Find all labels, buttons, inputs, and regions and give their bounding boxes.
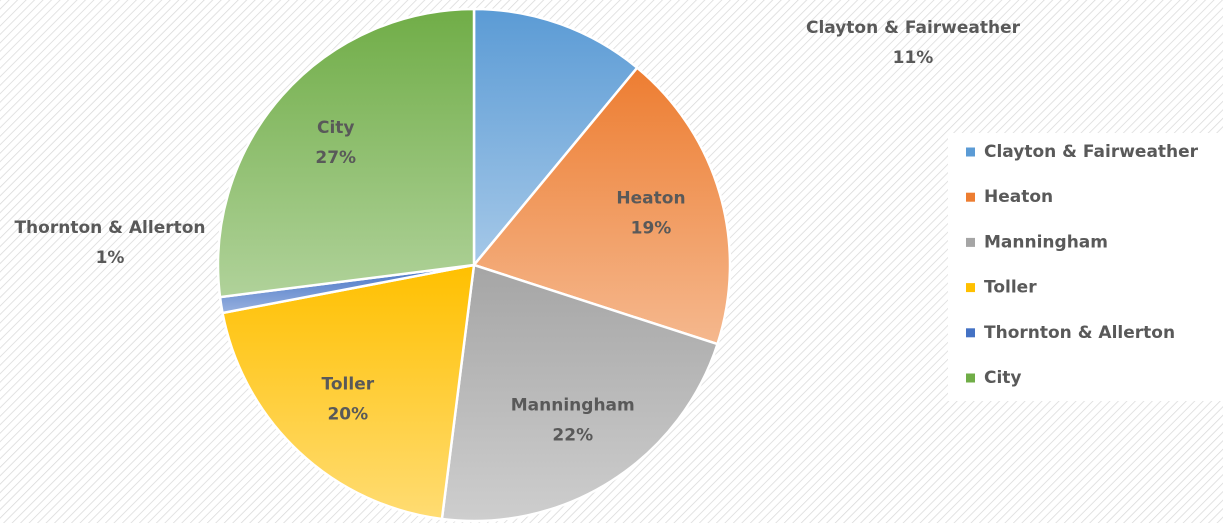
slice-label: Heaton [616,189,685,209]
pie-slice [472,7,639,269]
slice-value: 22% [552,426,593,446]
legend-label: Toller [984,278,1037,298]
legend-label: Clayton & Fairweather [984,142,1199,162]
slice-label: Thornton & Allerton [14,218,205,238]
legend-marker [966,147,975,157]
slice-value: 1% [96,248,125,268]
legend-marker [966,328,975,338]
slice-value: 11% [893,48,934,68]
slice-value: 20% [327,404,368,424]
pie-slice [221,263,476,521]
legend-marker [966,283,975,293]
slice-label: City [317,118,355,138]
slice-label: Clayton & Fairweather [806,18,1021,38]
legend-box [948,133,1223,401]
slice-value: 19% [631,219,672,239]
slice-value: 27% [315,148,356,168]
legend-label: City [984,368,1022,388]
legend-label: Heaton [984,187,1053,207]
slice-label: Toller [322,374,375,394]
legend-marker [966,237,975,247]
pie-slice [440,263,720,523]
legend-label: Manningham [984,232,1108,252]
slice-label: Manningham [511,396,635,416]
legend-marker [966,373,975,383]
legend-marker [966,192,975,202]
pie-slice [216,7,476,299]
pie-slice [471,65,732,346]
legend-label: Thornton & Allerton [984,323,1175,343]
